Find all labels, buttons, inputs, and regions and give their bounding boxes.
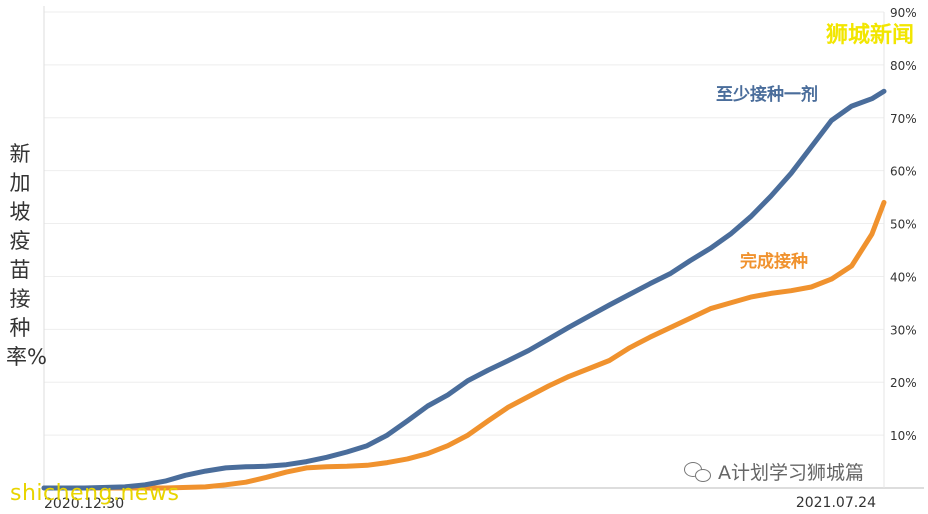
series-line-fully-vaccinated: [41, 199, 887, 491]
y-tick-label: 60%: [890, 165, 917, 179]
x-tick-label-end: 2021.07.24: [796, 495, 876, 511]
x-tick-label-start: 2020.12.30: [44, 496, 124, 512]
y-tick-label: 30%: [890, 323, 917, 337]
brand-logo-text: 狮城新闻: [825, 23, 914, 48]
y-tick-label: 20%: [890, 376, 917, 390]
y-tick-label: 90%: [890, 6, 917, 20]
y-tick-label: 80%: [890, 59, 917, 73]
site-watermark: shicheng.news: [10, 481, 180, 506]
series-line-at-least-one-dose: [41, 88, 887, 491]
y-tick-label: 40%: [890, 270, 917, 284]
y-axis-label: 新加坡疫苗接种率%: [6, 142, 47, 369]
y-tick-label: 70%: [890, 112, 917, 126]
series-label-at-least-one-dose: 至少接种一剂: [716, 84, 818, 105]
wechat-watermark-text: A计划学习狮城篇: [718, 462, 864, 484]
series-label-fully-vaccinated: 完成接种: [740, 251, 808, 272]
wechat-icon: [684, 461, 712, 483]
y-tick-label: 50%: [890, 218, 917, 232]
y-tick-label: 10%: [890, 429, 917, 443]
wechat-watermark: A计划学习狮城篇: [684, 458, 864, 485]
